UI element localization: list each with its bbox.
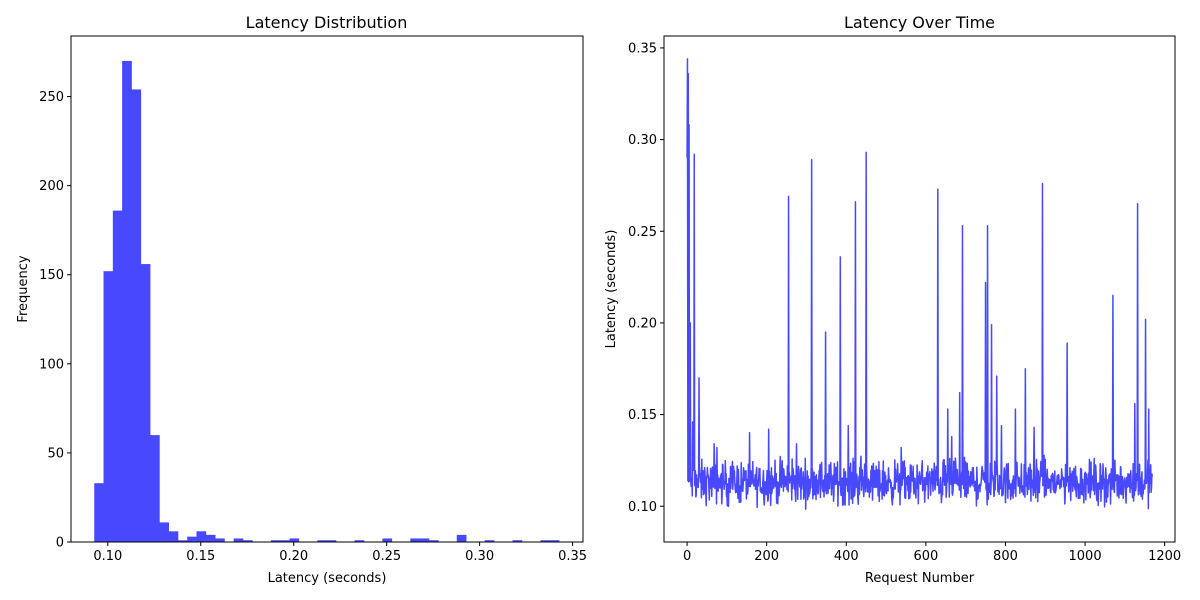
histogram-bar — [177, 540, 188, 542]
y-tick-label: 0 — [56, 536, 64, 551]
y-tick-label: 0.20 — [628, 316, 657, 331]
histogram-bar — [512, 540, 523, 542]
histogram-bar — [159, 522, 170, 542]
x-tick-label: 0.30 — [465, 549, 494, 564]
histogram-y-axis-label: Frequency — [16, 255, 31, 322]
y-tick-label: 200 — [39, 179, 64, 194]
line-y-axis-label: Latency (seconds) — [604, 230, 619, 349]
histogram-bar — [215, 538, 225, 542]
histogram-bar — [131, 89, 142, 542]
y-tick-label: 0.10 — [628, 500, 657, 515]
histogram-y-ticks: 0 50 100 150 200 250 — [39, 90, 71, 551]
line-plot-frame — [663, 35, 1176, 543]
histogram-bar — [354, 540, 365, 542]
x-tick-label: 1000 — [1069, 549, 1102, 564]
histogram-bar — [317, 540, 328, 542]
histogram-chart: Latency Distribution 0.10 0.15 0.20 0.25 0.3… — [16, 13, 587, 586]
histogram-bar — [540, 540, 551, 542]
histogram-bar — [484, 540, 495, 542]
x-tick-label: 0.15 — [186, 549, 215, 564]
line-series-group — [686, 58, 1154, 510]
histogram-title: Latency Distribution — [246, 13, 408, 32]
histogram-bar — [140, 264, 151, 542]
histogram-bar — [168, 531, 179, 542]
histogram-bar — [382, 538, 393, 542]
x-tick-label: 400 — [834, 549, 859, 564]
x-tick-label: 600 — [913, 549, 938, 564]
x-tick-label: 0.10 — [93, 549, 122, 564]
y-tick-label: 0.35 — [628, 41, 657, 56]
x-tick-label: 0.35 — [558, 549, 587, 564]
histogram-bar — [428, 540, 439, 542]
histogram-bar — [196, 531, 207, 542]
line-x-ticks: 0 200 400 600 800 1000 1200 — [683, 542, 1181, 564]
histogram-bar — [289, 538, 300, 542]
histogram-bar — [549, 540, 560, 542]
y-tick-label: 150 — [39, 268, 64, 283]
y-tick-label: 50 — [47, 446, 64, 461]
histogram-bar — [280, 540, 290, 542]
line-x-axis-label: Request Number — [865, 571, 975, 586]
histogram-bar — [326, 540, 337, 542]
histogram-bars — [94, 60, 560, 543]
histogram-bar — [419, 538, 430, 542]
histogram-bar — [456, 534, 467, 542]
histogram-bar — [150, 435, 160, 542]
latency-over-time-chart: Latency Over Time 0 200 400 600 800 1000 1200 … — [604, 13, 1181, 586]
histogram-bar — [122, 60, 132, 542]
histogram-x-ticks: 0.10 0.15 0.20 0.25 0.30 0.35 — [93, 542, 587, 564]
histogram-bar — [103, 271, 114, 542]
histogram-bar — [187, 536, 197, 542]
histogram-bar — [205, 534, 216, 542]
y-tick-label: 0.25 — [628, 225, 657, 240]
x-tick-label: 0.20 — [279, 549, 308, 564]
x-tick-label: 800 — [993, 549, 1018, 564]
histogram-bar — [112, 210, 123, 543]
latency-series-line — [686, 58, 1154, 510]
x-tick-label: 0 — [683, 549, 691, 564]
line-chart-title: Latency Over Time — [844, 13, 995, 32]
histogram-bar — [242, 540, 253, 542]
histogram-x-axis-label: Latency (seconds) — [268, 571, 387, 586]
histogram-bar — [233, 538, 244, 542]
y-tick-label: 0.15 — [628, 408, 657, 423]
histogram-plot-frame — [70, 35, 584, 543]
histogram-bar — [94, 483, 104, 542]
y-tick-label: 100 — [39, 357, 64, 372]
x-tick-label: 0.25 — [372, 549, 401, 564]
x-tick-label: 200 — [754, 549, 779, 564]
histogram-bar — [410, 538, 420, 542]
line-y-ticks: 0.10 0.15 0.20 0.25 0.30 0.35 — [628, 41, 664, 515]
x-tick-label: 1200 — [1148, 549, 1181, 564]
y-tick-label: 0.30 — [628, 133, 657, 148]
y-tick-label: 250 — [39, 90, 64, 105]
histogram-bar — [270, 540, 281, 542]
